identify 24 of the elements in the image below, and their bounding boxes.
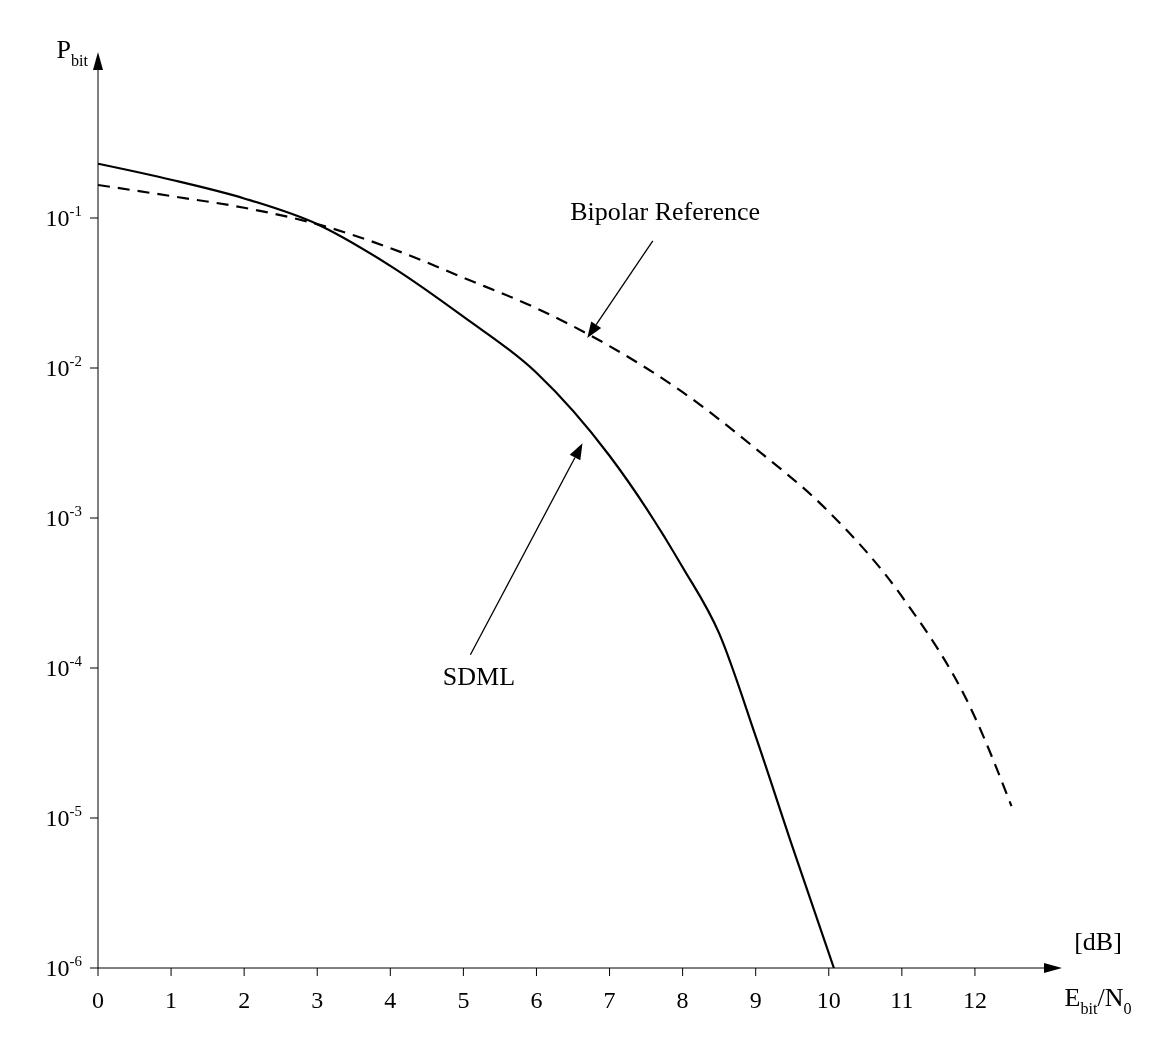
- x-tick-label: 7: [603, 987, 616, 1013]
- x-tick-label: 10: [816, 987, 841, 1013]
- x-tick-label: 9: [749, 987, 762, 1013]
- annotation: SDML: [442, 661, 516, 691]
- annotation: Bipolar Reference: [570, 197, 761, 227]
- y-tick-label: 10$^{-4}$: [45, 653, 83, 681]
- x-tick-label: 11: [890, 987, 914, 1013]
- x-tick-label: 3: [311, 987, 324, 1013]
- text: [dB]: [1074, 927, 1122, 956]
- y-tick-label: 10$^{-2}$: [45, 353, 82, 381]
- x-axis-title: E$_{bit}$/N$_{0}$: [1064, 983, 1132, 1017]
- x-tick-label: 12: [962, 987, 987, 1013]
- x-tick-label: 0: [92, 987, 104, 1013]
- x-tick-label: 6: [530, 987, 543, 1013]
- x-tick-label: 5: [457, 987, 470, 1013]
- x-tick-label: 2: [238, 987, 251, 1013]
- x-tick-label: 4: [384, 987, 397, 1013]
- x-tick-label: 8: [676, 987, 689, 1013]
- y-axis-title: P$_{bit}$: [56, 35, 89, 69]
- y-tick-label: 10$^{-6}$: [45, 953, 82, 981]
- y-tick-label: 10$^{-1}$: [45, 203, 82, 231]
- y-tick-label: 10$^{-3}$: [45, 503, 82, 531]
- x-tick-label: 1: [165, 987, 178, 1013]
- y-tick-label: 10$^{-5}$: [45, 803, 82, 831]
